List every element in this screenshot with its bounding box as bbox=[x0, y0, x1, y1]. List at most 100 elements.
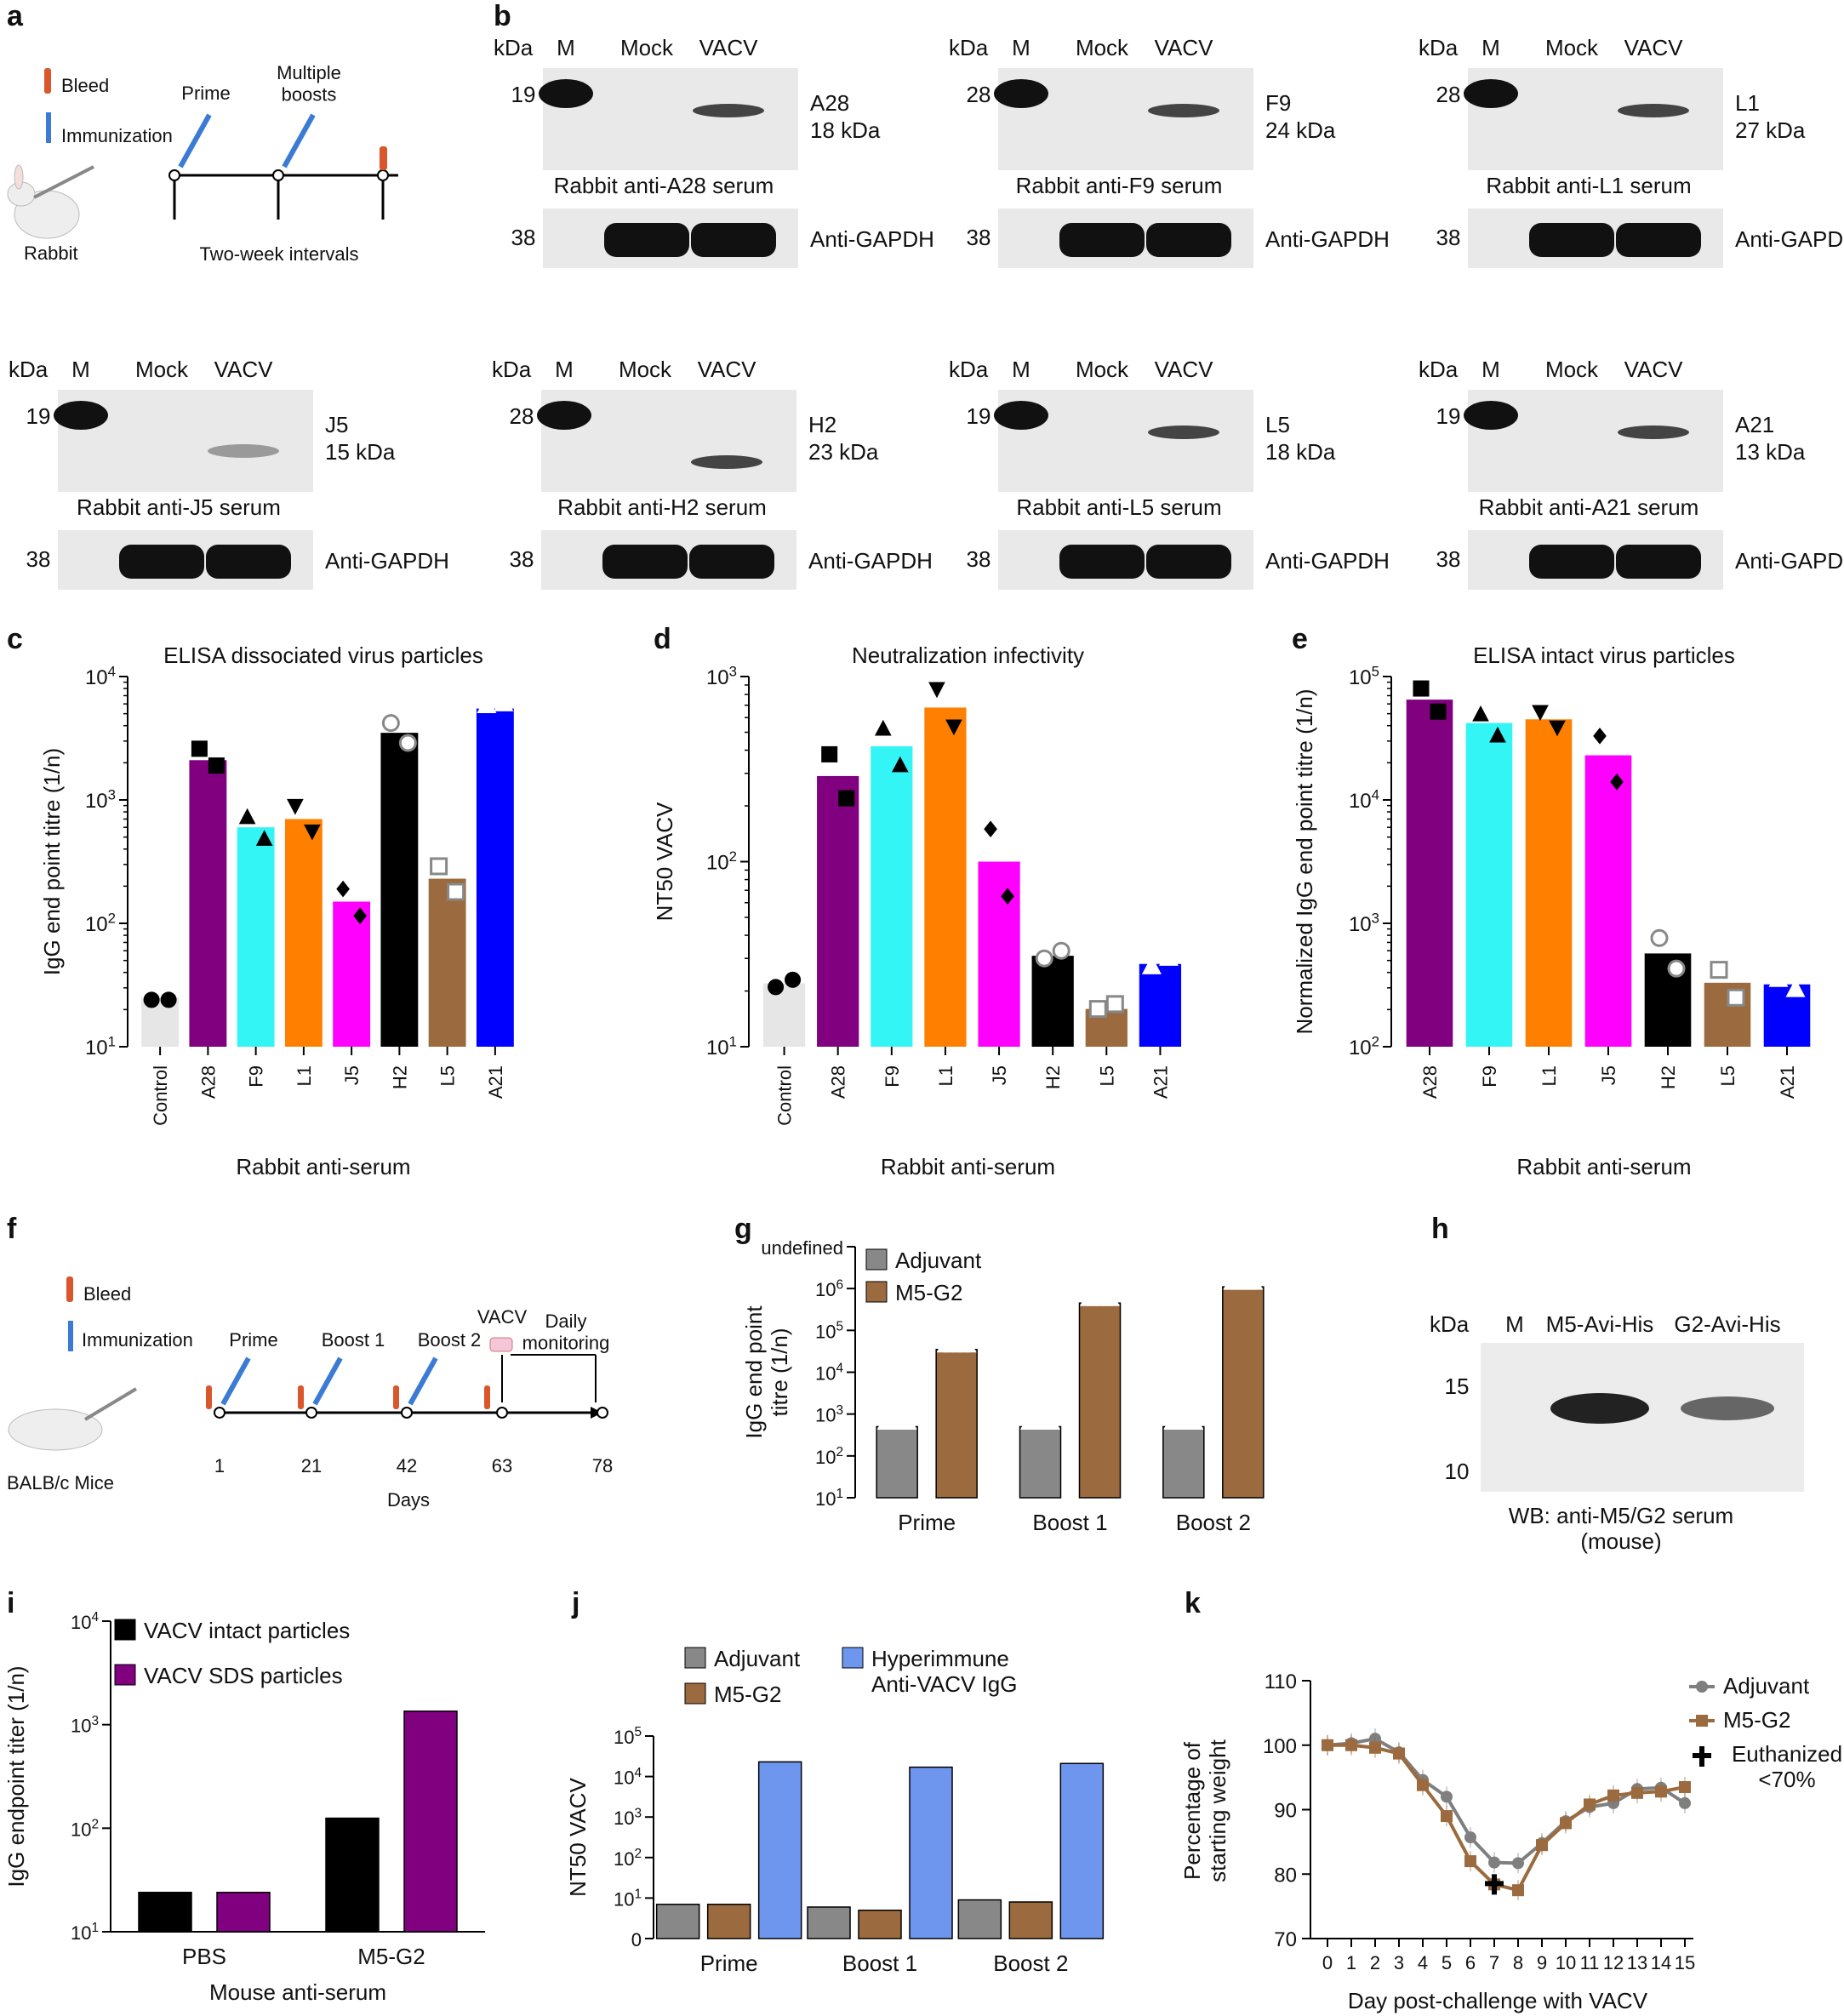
gapdh-label: Anti-GAPDH bbox=[1735, 226, 1844, 252]
panel-h: h kDa M M5-Avi-His G2-Avi-His 15 10 WB: anti-M5… bbox=[1430, 1213, 1804, 1554]
blot-header: M bbox=[557, 35, 575, 60]
timeline-node bbox=[597, 1407, 608, 1419]
x-tick-label: 4 bbox=[1418, 1952, 1428, 1973]
legend-label: Bleed bbox=[83, 1283, 131, 1305]
x-tick-label: 12 bbox=[1603, 1952, 1624, 1973]
data-point bbox=[143, 991, 160, 1008]
bar bbox=[1059, 1762, 1105, 1939]
bar bbox=[655, 1904, 700, 1939]
data-point bbox=[928, 682, 945, 699]
blot-header: Mock bbox=[1545, 357, 1599, 382]
marker-kda: 38 bbox=[26, 546, 51, 572]
serum-label: Rabbit anti-F9 serum bbox=[1016, 173, 1223, 198]
x-tick-label: A28 bbox=[197, 1065, 219, 1099]
x-tick-label: 9 bbox=[1537, 1952, 1547, 1973]
data-point bbox=[1512, 1857, 1524, 1870]
marker-band bbox=[1464, 401, 1518, 430]
data-point bbox=[897, 1417, 911, 1430]
data-point bbox=[1472, 705, 1489, 722]
timeline-node bbox=[305, 1407, 317, 1419]
bar bbox=[428, 878, 466, 1047]
series-line bbox=[1327, 1737, 1687, 1865]
legend-label: Euthanized <70% bbox=[1732, 1741, 1842, 1792]
panel-letter: e bbox=[1292, 623, 1308, 655]
x-tick-label: J5 bbox=[1598, 1065, 1619, 1085]
data-point bbox=[1027, 1417, 1040, 1430]
x-axis-title: Rabbit anti-serum bbox=[236, 1154, 410, 1179]
blot-header: VACV bbox=[1624, 35, 1684, 60]
panel-letter: g bbox=[734, 1213, 752, 1245]
tick-label: 104 bbox=[614, 1766, 642, 1789]
gapdh-label: Anti-GAPDH bbox=[810, 226, 934, 252]
interval-label: Two-week intervals bbox=[199, 243, 358, 265]
data-point bbox=[447, 882, 465, 901]
legend-label: M5-G2 bbox=[714, 1682, 781, 1707]
step-label: VACV bbox=[477, 1306, 528, 1328]
data-point bbox=[1441, 1790, 1453, 1803]
data-point bbox=[191, 740, 208, 757]
data-point bbox=[936, 1340, 950, 1353]
panel-letter: b bbox=[494, 0, 511, 32]
data-point bbox=[304, 824, 321, 841]
tick-label: 101 bbox=[815, 1487, 843, 1510]
legend-marker bbox=[1696, 1681, 1708, 1693]
bar bbox=[817, 775, 859, 1047]
chart-d: d Neutralization infectivity 101 102 103 Cont… bbox=[652, 623, 1182, 1179]
timeline-node bbox=[496, 1407, 508, 1419]
x-tick-label: H2 bbox=[1042, 1065, 1064, 1089]
bar bbox=[706, 1904, 751, 1939]
data-point bbox=[1512, 1884, 1524, 1897]
blot-header: Mock bbox=[620, 35, 674, 60]
data-point bbox=[1584, 1798, 1596, 1811]
bar bbox=[762, 983, 806, 1047]
tick-label: 101 bbox=[71, 1921, 99, 1944]
protein-band bbox=[1550, 1393, 1649, 1424]
data-point bbox=[1184, 1417, 1197, 1430]
syringe-icon bbox=[46, 112, 51, 143]
x-tick-label: L5 bbox=[1096, 1065, 1117, 1086]
x-tick-label: PBS bbox=[182, 1944, 226, 1969]
step-label: Prime bbox=[229, 1329, 277, 1351]
blot-header: kDa bbox=[949, 357, 989, 382]
data-point bbox=[1727, 988, 1745, 1007]
y-axis-title: IgG end pointtitre (1/n) bbox=[741, 1305, 792, 1439]
timeline-node bbox=[377, 169, 389, 181]
data-point bbox=[1105, 995, 1124, 1014]
data-point bbox=[1417, 1779, 1429, 1791]
data-point bbox=[1679, 1796, 1691, 1809]
tick-label: 103 bbox=[706, 663, 737, 689]
marker-kda: 28 bbox=[1436, 82, 1461, 107]
bar bbox=[858, 1909, 902, 1939]
data-point bbox=[963, 1340, 977, 1353]
data-point bbox=[160, 991, 177, 1008]
bar bbox=[380, 733, 419, 1047]
series-line bbox=[1327, 1743, 1686, 1893]
data-point bbox=[255, 830, 273, 846]
data-point bbox=[1532, 705, 1549, 722]
bar bbox=[871, 745, 913, 1047]
data-point bbox=[838, 790, 855, 807]
blot-header: VACV bbox=[1155, 357, 1214, 382]
y-tick-label: 80 bbox=[1274, 1864, 1297, 1887]
data-point bbox=[1100, 1294, 1113, 1306]
marker-kda: 38 bbox=[967, 225, 991, 250]
gapdh-band bbox=[691, 223, 776, 257]
bar bbox=[333, 901, 371, 1047]
data-point bbox=[1107, 1294, 1120, 1306]
protein-band bbox=[1618, 425, 1689, 439]
legend-label: Immunization bbox=[61, 125, 173, 146]
y-axis-title: Percentage ofstarting weight bbox=[1179, 1739, 1230, 1882]
x-tick-label: F9 bbox=[1479, 1065, 1500, 1088]
panel-letter: f bbox=[7, 1213, 17, 1245]
x-tick-label: Boost 2 bbox=[993, 1950, 1068, 1976]
legend-label: Bleed bbox=[61, 75, 109, 96]
serum-label: Rabbit anti-A28 serum bbox=[554, 173, 774, 198]
x-tick-label: A28 bbox=[828, 1065, 849, 1099]
data-point bbox=[1041, 1417, 1053, 1430]
serum-label: Rabbit anti-L5 serum bbox=[1016, 494, 1221, 520]
x-tick-label: Boost 2 bbox=[1176, 1510, 1251, 1535]
bar bbox=[1139, 963, 1182, 1047]
protein-size: 18 kDa bbox=[1265, 439, 1336, 465]
